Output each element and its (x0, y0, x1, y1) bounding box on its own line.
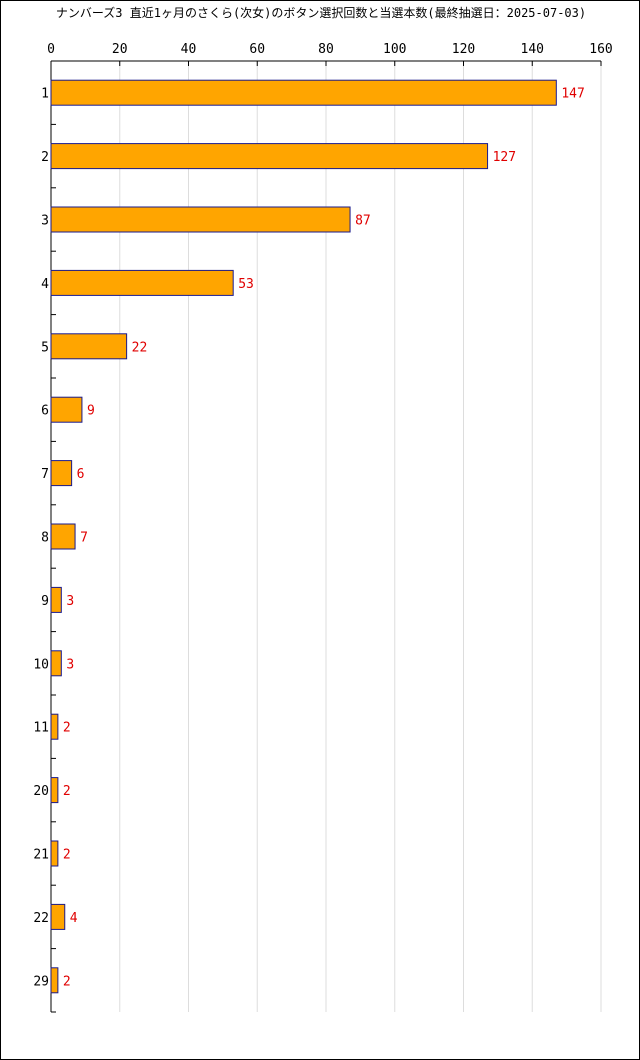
chart-title: ナンバーズ3 直近1ヶ月のさくら(次女)のボタン選択回数と当選本数(最終抽選日：… (55, 6, 587, 20)
y-tick-label: 11 (33, 721, 49, 736)
bar (50, 777, 59, 804)
bar (50, 206, 351, 233)
y-tick-label: 6 (41, 404, 49, 419)
y-tick-label: 3 (41, 214, 49, 229)
x-tick-label: 60 (249, 42, 265, 57)
bar (50, 713, 59, 740)
bar (50, 460, 73, 487)
x-tick-label: 0 (47, 42, 55, 57)
y-tick-label: 29 (33, 974, 49, 989)
y-tick-label: 2 (41, 150, 49, 165)
y-tick-label: 22 (33, 911, 49, 926)
bar-value-label: 147 (561, 87, 584, 102)
bar (50, 396, 83, 423)
x-tick-label: 160 (589, 42, 612, 57)
y-tick-label: 7 (41, 467, 49, 482)
bar-value-label: 6 (77, 467, 85, 482)
bar-value-label: 2 (63, 848, 71, 863)
bar (50, 586, 62, 613)
bar (50, 333, 128, 360)
x-tick-label: 80 (318, 42, 334, 57)
bar-value-label: 4 (70, 911, 78, 926)
bar (50, 523, 76, 550)
x-tick-label: 120 (452, 42, 475, 57)
x-tick-label: 100 (383, 42, 406, 57)
x-tick-label: 20 (112, 42, 128, 57)
x-tick-label: 40 (181, 42, 197, 57)
bar-value-label: 127 (493, 150, 516, 165)
y-tick-label: 21 (33, 848, 49, 863)
bar-value-label: 3 (66, 657, 74, 672)
bar (50, 840, 59, 867)
bar-value-label: 2 (63, 721, 71, 736)
bar-value-label: 2 (63, 784, 71, 799)
bar (50, 79, 557, 106)
bar-value-label: 87 (355, 214, 371, 229)
bar-value-label: 53 (238, 277, 254, 292)
y-tick-label: 20 (33, 784, 49, 799)
bar-value-label: 9 (87, 404, 95, 419)
y-tick-label: 10 (33, 657, 49, 672)
bar-value-label: 2 (63, 974, 71, 989)
y-tick-label: 4 (41, 277, 49, 292)
y-tick-label: 1 (41, 87, 49, 102)
y-tick-label: 9 (41, 594, 49, 609)
bar (50, 143, 489, 170)
bar (50, 269, 234, 296)
bar (50, 650, 62, 677)
x-tick-label: 140 (521, 42, 544, 57)
bar (50, 967, 59, 994)
bar-value-label: 7 (80, 531, 88, 546)
bar-value-label: 3 (66, 594, 74, 609)
y-tick-label: 5 (41, 340, 49, 355)
y-tick-label: 8 (41, 531, 49, 546)
bar (50, 903, 66, 930)
bar-value-label: 22 (132, 340, 148, 355)
